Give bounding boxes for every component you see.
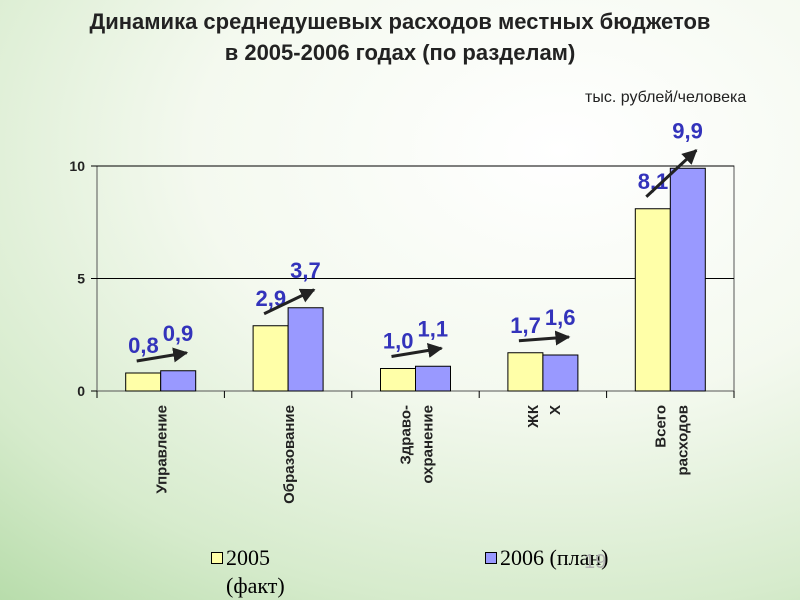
data-label-2005: 1,0 — [383, 329, 414, 354]
trend-arrow-4 — [518, 330, 571, 346]
legend-label-2005-line1: 2005 — [226, 545, 270, 570]
bar-2006-5 — [669, 167, 706, 392]
trend-arrow-5 — [645, 149, 698, 198]
category-label-line: расходов — [674, 405, 691, 476]
data-label-2006: 1,6 — [545, 305, 576, 330]
category-label-4: ЖК Х — [525, 404, 564, 429]
category-label-5: Всего расходов — [652, 405, 691, 476]
data-label-2006: 3,7 — [290, 258, 321, 283]
trend-arrow-2 — [263, 288, 316, 316]
category-label-line: ЖК — [525, 404, 542, 429]
trend-arrow-1 — [136, 347, 189, 363]
chart-title-line1: Динамика среднедушевых расходов местных … — [89, 9, 711, 34]
legend-swatch-2005 — [211, 552, 223, 564]
legend-label-2005-line2: (факт) — [226, 573, 285, 598]
chart-title-line2: в 2005-2006 годах (по разделам) — [224, 40, 576, 65]
bar-2006-3 — [415, 365, 451, 392]
category-label-line: охранение — [420, 405, 437, 484]
units-label: тыс. рублей/человека — [585, 89, 747, 106]
bar-2005-2 — [252, 325, 289, 392]
category-label-line: Образование — [281, 405, 298, 504]
data-label-2006: 0,9 — [163, 321, 194, 346]
bar-2006-1 — [160, 370, 197, 392]
bar-2005-3 — [380, 368, 416, 392]
data-label-2006: 1,1 — [418, 316, 449, 341]
category-label-line: Х — [547, 405, 564, 415]
legend-item-2006: 2006 (план) — [500, 544, 608, 572]
page-number: 19 — [584, 551, 607, 573]
data-label-2005: 1,7 — [510, 313, 541, 338]
bar-2005-5 — [634, 208, 671, 392]
bar-2006-2 — [287, 307, 324, 392]
chart-title: Динамика среднедушевых расходов местных … — [0, 6, 800, 68]
category-label-line: Здраво- — [398, 405, 415, 465]
legend-swatch-2006 — [485, 552, 497, 564]
y-tick-label: 0 — [77, 383, 85, 399]
category-label-2: Образование — [281, 405, 298, 504]
data-label-2005: 0,8 — [128, 333, 159, 358]
category-label-line: Всего — [652, 405, 669, 448]
legend-label-2006: 2006 (план) — [500, 545, 609, 570]
category-label-3: Здраво-охранение — [398, 405, 437, 484]
trend-arrow-3 — [391, 343, 443, 358]
y-tick-label: 5 — [77, 271, 85, 287]
y-tick-label: 10 — [69, 158, 85, 174]
category-label-1: Управление — [154, 405, 171, 494]
category-label-line: Управление — [154, 405, 171, 494]
bar-2006-4 — [542, 354, 579, 392]
bar-2005-1 — [125, 372, 162, 392]
bar-2005-4 — [507, 352, 544, 392]
data-label-2006: 9,9 — [672, 118, 703, 143]
legend-item-2005: 2005 (факт) — [226, 544, 285, 600]
